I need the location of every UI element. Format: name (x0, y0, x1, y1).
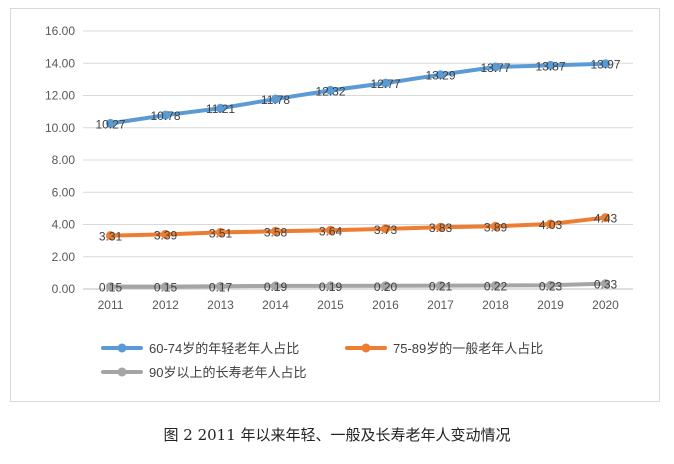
data-point (161, 229, 170, 239)
data-point (106, 118, 115, 128)
legend-item: 75-89岁的一般老年人占比 (345, 341, 543, 356)
y-tick-label: 12.00 (45, 89, 75, 103)
line-chart: 0.00 2.00 4.00 6.00 8.00 10.00 12.00 14.00 16.00… (45, 24, 633, 380)
data-label: 12.77 (370, 77, 400, 91)
data-point (161, 282, 170, 292)
legend-marker (117, 343, 127, 353)
data-point (436, 281, 445, 291)
data-point (216, 227, 225, 237)
data-label: 4.03 (539, 218, 563, 232)
x-tick-label: 2020 (592, 298, 619, 312)
data-point (601, 59, 610, 69)
data-point (491, 280, 500, 290)
data-label: 3.73 (374, 223, 398, 237)
data-point (436, 222, 445, 232)
chart-frame: 0.00 2.00 4.00 6.00 8.00 10.00 12.00 14.00 16.00… (10, 8, 660, 402)
data-point (326, 225, 335, 235)
figure-caption: 图 2 2011 年以来年轻、一般及长寿老年人变动情况 (163, 426, 511, 444)
legend-label: 60-74岁的年轻老年人占比 (149, 341, 299, 356)
y-tick-label: 6.00 (52, 185, 76, 199)
x-tick-label: 2011 (98, 298, 124, 312)
y-tick-label: 14.00 (45, 56, 75, 70)
data-point (601, 213, 610, 223)
data-label: 10.78 (150, 109, 180, 123)
data-point (381, 224, 390, 234)
y-tick-label: 8.00 (52, 153, 76, 167)
data-label: 0.19 (319, 280, 343, 294)
data-point (326, 85, 335, 95)
data-label: 11.21 (206, 102, 235, 116)
data-label: 0.15 (154, 281, 178, 295)
data-label: 11.78 (261, 93, 290, 107)
data-point (216, 103, 225, 113)
data-point (271, 94, 280, 104)
series-line (108, 61, 608, 126)
data-label: 0.21 (429, 280, 453, 294)
data-label: 10.27 (95, 117, 125, 131)
data-point (381, 78, 390, 88)
series-2: 3.31 3.39 3.51 3.58 3.64 3.73 3.83 3.89 4.03 4.43 (99, 212, 618, 244)
data-point (546, 280, 555, 290)
y-tick-label: 2.00 (52, 250, 76, 264)
data-label: 0.15 (99, 281, 123, 295)
data-point (491, 221, 500, 231)
legend-item: 90岁以上的长寿老年人占比 (101, 365, 306, 380)
data-point (106, 231, 115, 241)
x-tick-label: 2016 (372, 298, 399, 312)
legend-item: 60-74岁的年轻老年人占比 (101, 341, 299, 356)
data-label: 3.89 (484, 220, 508, 234)
legend-marker (117, 367, 127, 377)
data-label: 13.97 (590, 58, 620, 72)
data-label: 0.22 (484, 279, 508, 293)
series-3: 0.15 0.15 0.17 0.19 0.19 0.20 0.21 0.22 0.23 0.33 (99, 278, 618, 295)
series-line (108, 281, 608, 289)
data-label: 3.64 (319, 224, 343, 238)
data-label: 4.43 (594, 212, 618, 226)
data-label: 3.39 (154, 228, 178, 242)
data-label: 13.77 (480, 61, 510, 75)
data-point (491, 62, 500, 72)
data-point (161, 110, 170, 120)
data-point (381, 281, 390, 291)
data-point (106, 282, 115, 292)
data-label: 3.83 (429, 221, 453, 235)
data-label: 0.33 (594, 278, 618, 292)
x-tick-label: 2014 (262, 298, 289, 312)
data-label: 3.51 (209, 226, 233, 240)
y-tick-label: 16.00 (45, 24, 75, 38)
x-tick-label: 2013 (207, 298, 234, 312)
legend-label: 75-89岁的一般老年人占比 (393, 341, 543, 356)
y-tick-label: 4.00 (52, 218, 76, 232)
data-label: 3.31 (99, 230, 123, 244)
data-label: 0.19 (264, 280, 288, 294)
series-1: 10.27 10.78 11.21 11.78 12.32 12.77 13.29 13.77… (95, 58, 620, 132)
data-point (216, 281, 225, 291)
data-point (546, 219, 555, 229)
x-tick-label: 2019 (537, 298, 564, 312)
data-label: 3.58 (264, 225, 288, 239)
x-tick-label: 2017 (427, 298, 454, 312)
x-tick-label: 2018 (482, 298, 509, 312)
legend-marker (361, 343, 371, 353)
data-point (271, 226, 280, 236)
data-label: 0.20 (374, 280, 398, 294)
y-tick-label: 10.00 (45, 121, 75, 135)
data-label: 13.87 (535, 59, 565, 73)
data-label: 0.23 (539, 279, 563, 293)
data-label: 13.29 (425, 69, 455, 83)
x-tick-label: 2015 (317, 298, 344, 312)
legend-label: 90岁以上的长寿老年人占比 (149, 365, 306, 380)
data-point (601, 279, 610, 289)
data-label: 12.32 (315, 84, 345, 98)
series-line (108, 215, 608, 238)
data-point (546, 60, 555, 70)
data-point (326, 281, 335, 291)
data-label: 0.17 (209, 280, 233, 294)
data-point (436, 70, 445, 80)
x-tick-label: 2012 (152, 298, 179, 312)
y-tick-label: 0.00 (52, 282, 76, 296)
data-point (271, 281, 280, 291)
